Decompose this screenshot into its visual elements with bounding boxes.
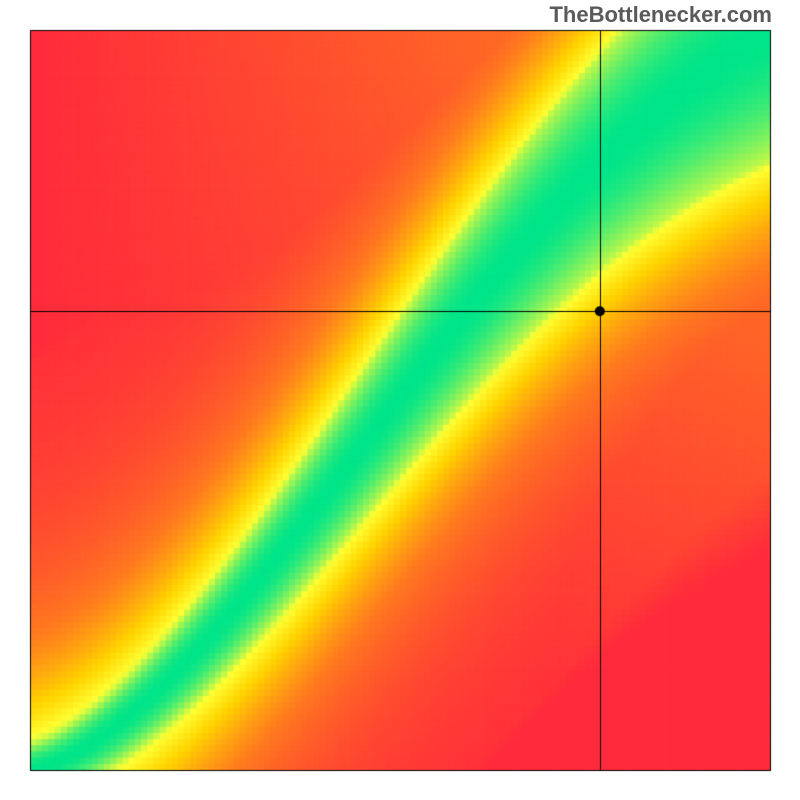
bottleneck-heatmap bbox=[0, 0, 800, 800]
watermark-text: TheBottlenecker.com bbox=[549, 2, 772, 28]
chart-container: TheBottlenecker.com bbox=[0, 0, 800, 800]
